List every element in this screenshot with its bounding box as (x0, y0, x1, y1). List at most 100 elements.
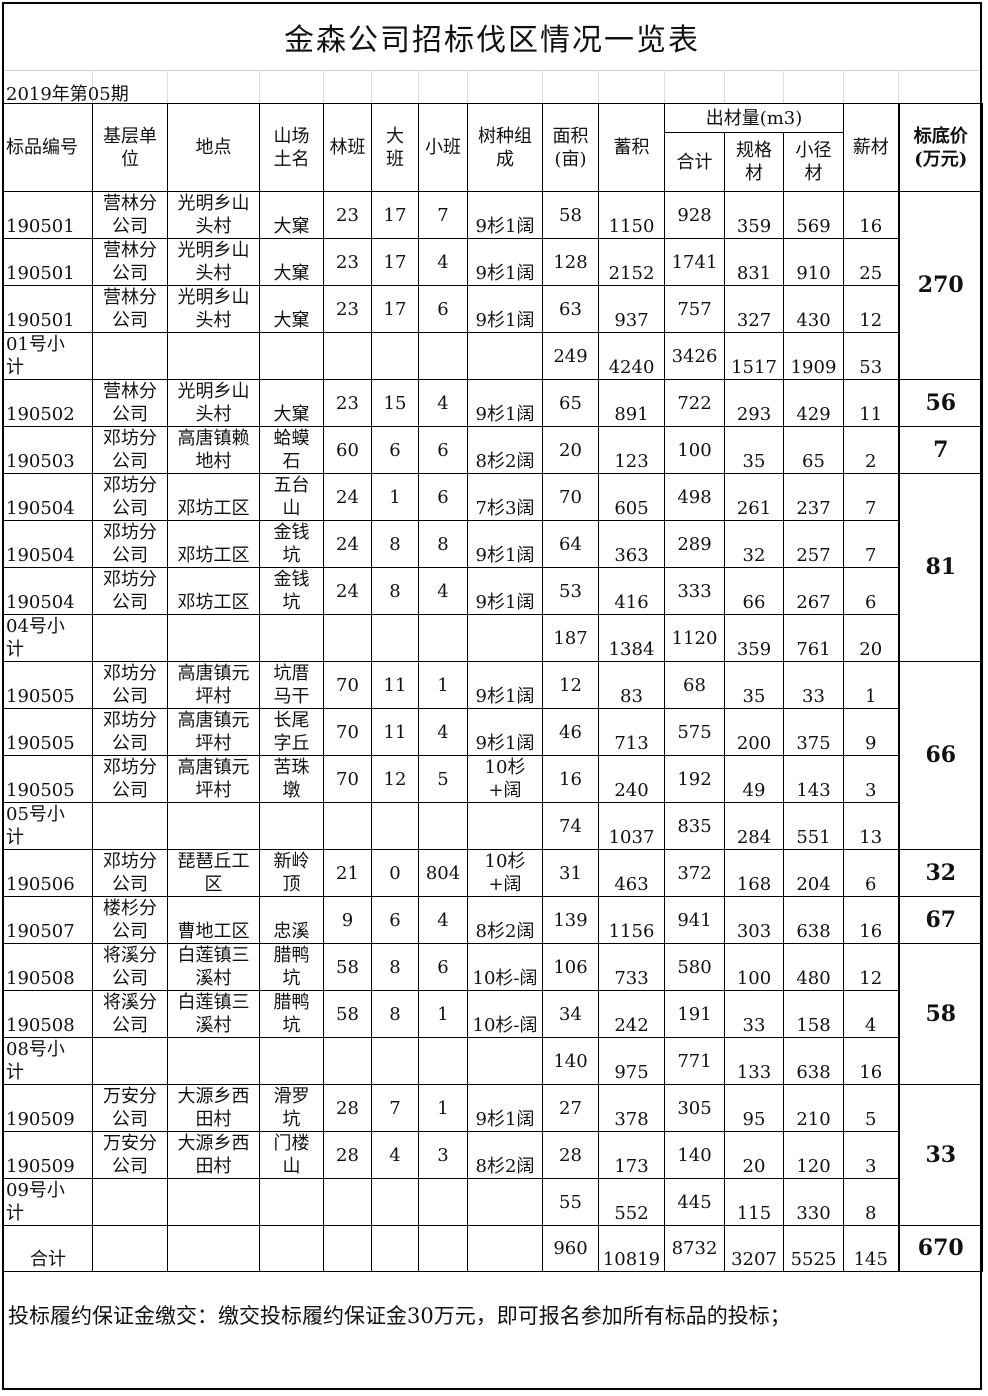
cell-name (259, 1178, 324, 1226)
cell-linban: 21 (323, 849, 372, 897)
cell-id: 190509 (3, 1084, 93, 1132)
cell-guige: 49 (724, 755, 784, 803)
cell-xin: 5 (843, 1084, 899, 1132)
cell-guige: 327 (724, 285, 784, 333)
cell-place: 高唐镇元 坪村 (167, 755, 260, 803)
cell-area: 65 (542, 379, 599, 427)
cell-xiaojing: 1909 (783, 332, 844, 380)
cell-total: 8732 (664, 1225, 725, 1272)
cell-species: 9杉1阔 (467, 238, 543, 286)
cell-guige: 20 (724, 1131, 784, 1179)
cell-xin: 2 (843, 426, 899, 474)
cell-linban: 23 (323, 285, 372, 333)
cell-xiaojing: 429 (783, 379, 844, 427)
cell-xiaojing: 257 (783, 520, 844, 568)
cell-place (167, 332, 260, 380)
cell-place: 光明乡山 头村 (167, 285, 260, 333)
bid-price: 56 (897, 379, 983, 427)
table-row: 05号小 计 74 1037 835 284 551 13 (3, 802, 983, 850)
cell-unit: 楼杉分 公司 (92, 896, 168, 944)
cell-xin: 13 (843, 802, 899, 850)
cell-stock: 378 (598, 1084, 665, 1132)
cell-unit: 营林分 公司 (92, 191, 168, 239)
cell-place (167, 1225, 260, 1272)
cell-unit: 邓坊分 公司 (92, 661, 168, 709)
cell-id: 190506 (3, 849, 93, 897)
cell-stock: 975 (598, 1037, 665, 1085)
table-row: 190503 邓坊分 公司 高唐镇赖 地村 蛤蟆 石 60 6 6 8杉2阔 20 123 100 3… (3, 426, 983, 474)
cell-stock: 937 (598, 285, 665, 333)
table-row: 190507 楼杉分 公司 曹地工区 忠溪 9 6 4 8杉2阔 139 1156 941 303 63… (3, 896, 983, 944)
cell-guige: 293 (724, 379, 784, 427)
header-price: 标底价 (万元) (897, 103, 983, 192)
header-stock: 蓄积 (598, 103, 665, 192)
cell-linban: 24 (323, 520, 372, 568)
cell-place (167, 1037, 260, 1085)
cell-guige: 100 (724, 943, 784, 991)
cell-stock: 891 (598, 379, 665, 427)
cell-linban: 28 (323, 1084, 372, 1132)
cell-xiaojing: 158 (783, 990, 844, 1038)
cell-name: 蛤蟆 石 (259, 426, 324, 474)
bid-price: 67 (897, 896, 983, 944)
header-species: 树种组 成 (467, 103, 543, 192)
cell-area: 12 (542, 661, 599, 709)
cell-stock: 240 (598, 755, 665, 803)
table-row: 190505 邓坊分 公司 高唐镇元 坪村 苦珠 墩 70 12 5 10杉+阔 16 240 19… (3, 755, 983, 803)
cell-unit (92, 614, 168, 662)
cell-species: 8杉2阔 (467, 1131, 543, 1179)
cell-xiaojing: 143 (783, 755, 844, 803)
cell-id: 01号小 计 (3, 332, 93, 380)
cell-id: 190501 (3, 191, 93, 239)
cell-place (167, 614, 260, 662)
period-row-gridlines (4, 70, 980, 103)
table-row: 190505 邓坊分 公司 高唐镇元 坪村 坑厝 马干 70 11 1 9杉1阔 12 83 68 3… (3, 661, 983, 850)
cell-daban: 17 (371, 285, 419, 333)
cell-total: 771 (664, 1037, 725, 1085)
cell-xin: 3 (843, 755, 899, 803)
table-row: 190501 营林分 公司 光明乡山 头村 大窠 23 17 6 9杉1阔 63 937 757 32… (3, 285, 983, 333)
cell-id: 190505 (3, 755, 93, 803)
cell-id: 08号小 计 (3, 1037, 93, 1085)
cell-xiaojing: 638 (783, 896, 844, 944)
cell-xiaojing: 569 (783, 191, 844, 239)
table-row: 190508 将溪分 公司 白莲镇三 溪村 腊鸭 坑 58 8 1 10杉-阔 34 242 191… (3, 990, 983, 1038)
cell-xin: 25 (843, 238, 899, 286)
table-row: 190505 邓坊分 公司 高唐镇元 坪村 长尾 字丘 70 11 4 9杉1阔 46 713 57… (3, 708, 983, 756)
cell-id: 05号小 计 (3, 802, 93, 850)
cell-xin: 16 (843, 896, 899, 944)
cell-stock: 713 (598, 708, 665, 756)
cell-guige: 261 (724, 473, 784, 521)
cell-xin: 16 (843, 191, 899, 239)
cell-daban: 11 (371, 708, 419, 756)
cell-xin: 1 (843, 661, 899, 709)
cell-species: 8杉2阔 (467, 426, 543, 474)
cell-stock: 733 (598, 943, 665, 991)
cell-xin: 7 (843, 520, 899, 568)
cell-daban: 11 (371, 661, 419, 709)
bid-price: 81 (897, 473, 983, 662)
cell-stock: 83 (598, 661, 665, 709)
cell-total: 941 (664, 896, 725, 944)
cell-xin: 8 (843, 1178, 899, 1226)
cell-xiaojing: 480 (783, 943, 844, 991)
cell-total: 757 (664, 285, 725, 333)
cell-id: 190504 (3, 520, 93, 568)
cell-area: 46 (542, 708, 599, 756)
table-row: 190509 万安分 公司 大源乡西 田村 滑罗 坑 28 7 1 9杉1阔 27 378 305 9… (3, 1084, 983, 1226)
cell-place: 光明乡山 头村 (167, 191, 260, 239)
cell-xiaojing: 330 (783, 1178, 844, 1226)
cell-xiaoban: 4 (418, 896, 468, 944)
cell-total: 3426 (664, 332, 725, 380)
cell-place: 琵琶丘工 区 (167, 849, 260, 897)
bid-price: 670 (897, 1225, 983, 1272)
cell-guige: 35 (724, 426, 784, 474)
cell-daban: 7 (371, 1084, 419, 1132)
cell-guige: 95 (724, 1084, 784, 1132)
cell-linban: 24 (323, 473, 372, 521)
cell-xiaoban: 6 (418, 473, 468, 521)
cell-daban: 8 (371, 520, 419, 568)
cell-xin: 53 (843, 332, 899, 380)
cell-id: 190509 (3, 1131, 93, 1179)
cell-name: 金钱 坑 (259, 520, 324, 568)
